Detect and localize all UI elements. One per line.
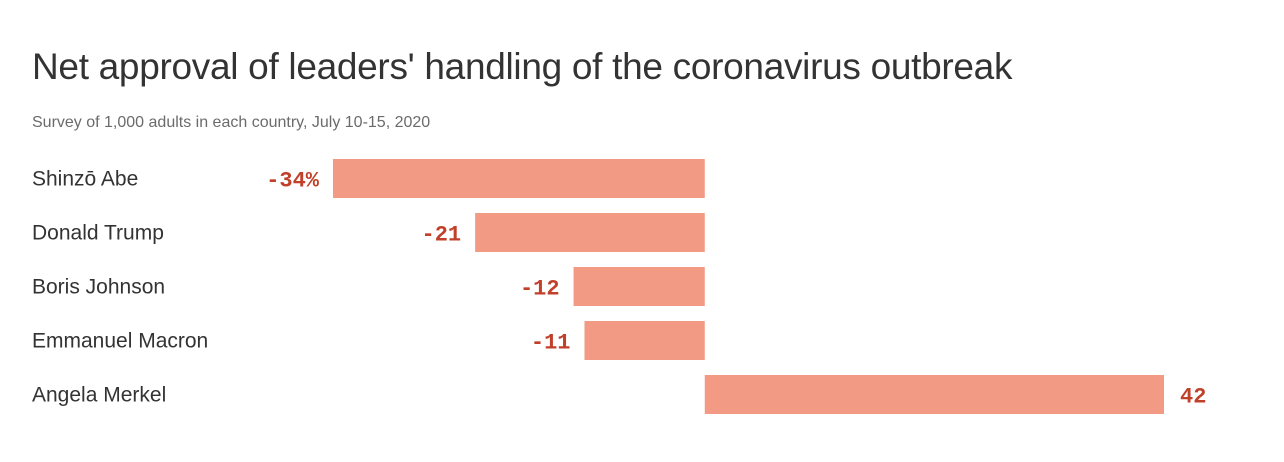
category-label: Angela Merkel bbox=[32, 384, 166, 407]
value-label: 42 bbox=[1180, 385, 1206, 410]
bar bbox=[573, 267, 705, 306]
value-label: -11 bbox=[531, 331, 571, 356]
value-label: -34% bbox=[266, 169, 320, 194]
value-label: -12 bbox=[520, 277, 560, 302]
category-label: Shinzō Abe bbox=[32, 168, 138, 191]
chart-subtitle: Survey of 1,000 adults in each country, … bbox=[32, 114, 431, 131]
bar bbox=[475, 213, 705, 252]
category-label: Boris Johnson bbox=[32, 276, 165, 299]
chart-title: Net approval of leaders' handling of the… bbox=[32, 46, 1013, 87]
bar bbox=[333, 159, 705, 198]
category-label: Donald Trump bbox=[32, 222, 164, 245]
value-label: -21 bbox=[422, 223, 462, 248]
category-label: Emmanuel Macron bbox=[32, 330, 208, 353]
bar bbox=[584, 321, 705, 360]
bar bbox=[704, 375, 1164, 414]
